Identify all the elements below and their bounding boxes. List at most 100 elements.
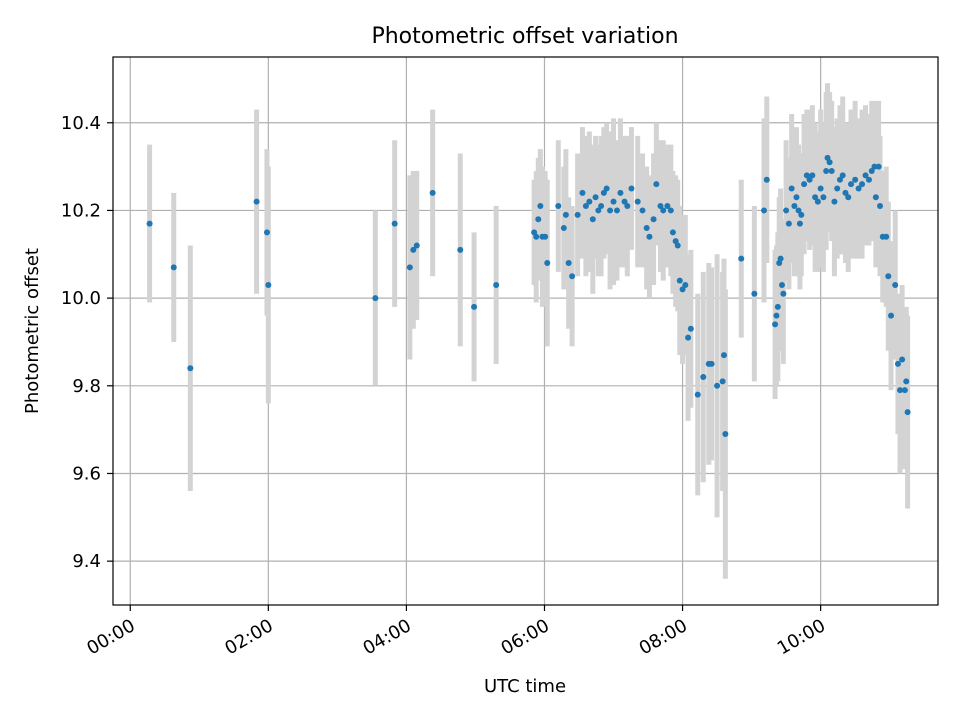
- data-point: [657, 203, 664, 210]
- data-point: [795, 207, 802, 214]
- data-point: [862, 172, 869, 179]
- data-point: [761, 207, 768, 214]
- data-point: [817, 185, 824, 192]
- data-point: [253, 198, 260, 205]
- data-point: [751, 290, 758, 297]
- data-point: [617, 189, 624, 196]
- data-point: [607, 207, 614, 214]
- y-tick-label: 9.6: [72, 463, 101, 484]
- data-point: [883, 233, 890, 240]
- data-point: [826, 159, 833, 166]
- data-point: [694, 391, 701, 398]
- data-point: [579, 189, 586, 196]
- x-tick-label: 10:00: [774, 615, 829, 659]
- data-point: [598, 203, 605, 210]
- data-point: [814, 198, 821, 205]
- y-tick-label: 9.4: [72, 551, 101, 572]
- data-point: [582, 203, 589, 210]
- data-point: [263, 229, 270, 236]
- data-point: [812, 194, 819, 201]
- plot-frame: [112, 56, 939, 606]
- data-point: [542, 233, 549, 240]
- data-point: [714, 382, 721, 389]
- data-point: [722, 431, 729, 438]
- data-point: [685, 334, 692, 341]
- data-point: [901, 387, 908, 394]
- chart-title: Photometric offset variation: [371, 24, 678, 49]
- data-point: [872, 194, 879, 201]
- data-point: [785, 220, 792, 227]
- data-point: [535, 216, 542, 223]
- data-point: [560, 224, 567, 231]
- data-point: [793, 194, 800, 201]
- data-point: [719, 378, 726, 385]
- data-point: [589, 216, 596, 223]
- data-point: [845, 194, 852, 201]
- data-point: [634, 198, 641, 205]
- data-point: [798, 211, 805, 218]
- data-point: [372, 295, 379, 302]
- data-point: [892, 281, 899, 288]
- data-point: [586, 198, 593, 205]
- data-point: [603, 185, 610, 192]
- data-point: [413, 242, 420, 249]
- data-point: [763, 176, 770, 183]
- x-tick-label: 04:00: [359, 615, 414, 659]
- data-point: [613, 207, 620, 214]
- data-point: [624, 203, 631, 210]
- data-point: [533, 233, 540, 240]
- data-point: [774, 303, 781, 310]
- y-axis-ticks: 9.4 9.6 9.8 10.0 10.2 10.4: [61, 113, 113, 572]
- data-point: [687, 325, 694, 332]
- data-point: [783, 207, 790, 214]
- data-points: [146, 154, 911, 438]
- data-point: [569, 273, 576, 280]
- data-point: [780, 290, 787, 297]
- data-point: [667, 207, 674, 214]
- data-point: [457, 246, 464, 253]
- y-axis-label: Photometric offset: [22, 248, 43, 414]
- data-point: [406, 264, 413, 271]
- data-point: [720, 352, 727, 359]
- data-point: [820, 194, 827, 201]
- y-tick-label: 9.8: [72, 376, 101, 397]
- data-point: [610, 198, 617, 205]
- data-point: [708, 360, 715, 367]
- data-point: [592, 194, 599, 201]
- data-point: [801, 181, 808, 188]
- data-point: [852, 176, 859, 183]
- data-point: [773, 312, 780, 319]
- data-point: [894, 360, 901, 367]
- data-point: [848, 181, 855, 188]
- data-point: [600, 189, 607, 196]
- data-point: [669, 229, 676, 236]
- errorbars: [147, 83, 911, 579]
- data-point: [544, 260, 551, 267]
- data-point: [628, 185, 635, 192]
- data-point: [836, 176, 843, 183]
- data-point: [875, 163, 882, 170]
- data-point: [537, 203, 544, 210]
- data-point: [788, 185, 795, 192]
- data-point: [650, 216, 657, 223]
- data-point: [839, 172, 846, 179]
- data-point: [885, 273, 892, 280]
- data-point: [391, 220, 398, 227]
- data-point: [679, 286, 686, 293]
- data-point: [778, 281, 785, 288]
- y-tick-label: 10.0: [61, 288, 101, 309]
- x-tick-label: 02:00: [221, 615, 276, 659]
- data-point: [871, 163, 878, 170]
- data-point: [646, 233, 653, 240]
- data-point: [855, 185, 862, 192]
- data-point: [904, 409, 911, 416]
- data-point: [865, 176, 872, 183]
- data-point: [877, 203, 884, 210]
- data-point: [676, 277, 683, 284]
- data-point: [265, 281, 272, 288]
- data-point: [471, 303, 478, 310]
- data-point: [639, 207, 646, 214]
- data-point: [777, 255, 784, 262]
- data-point: [831, 198, 838, 205]
- data-point: [897, 387, 904, 394]
